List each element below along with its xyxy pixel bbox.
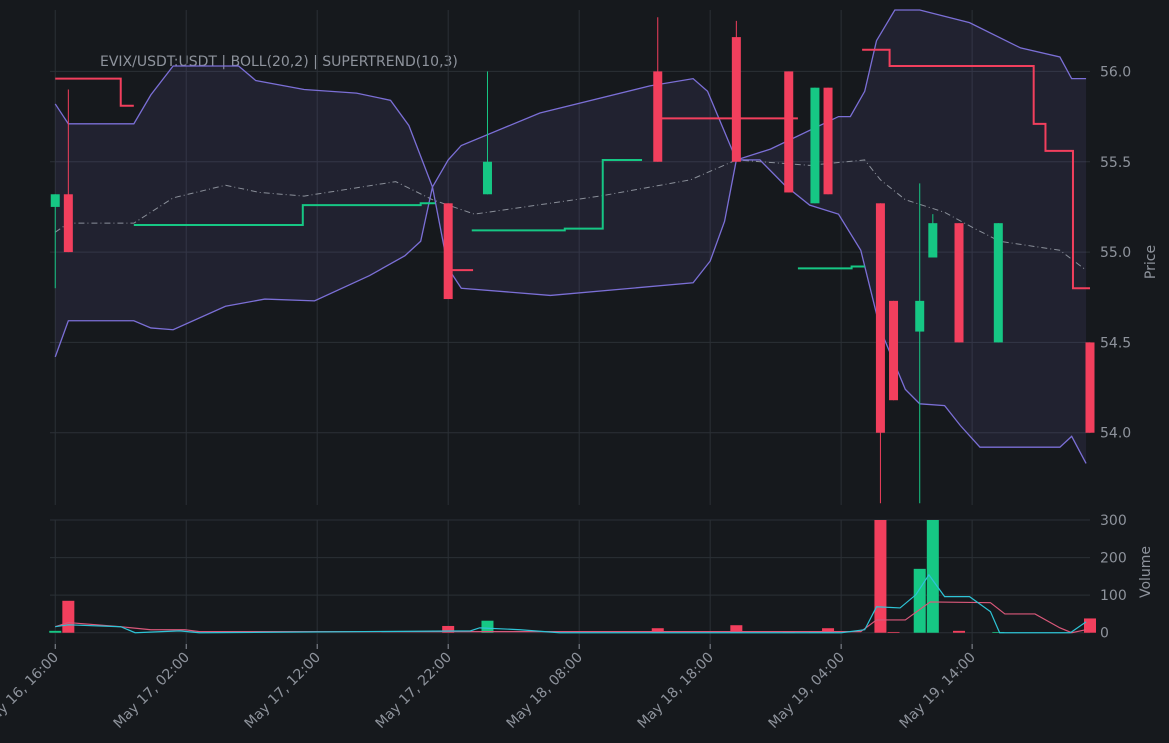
candle-body [731,37,741,162]
candle-body [889,300,899,401]
overlay-line [54,9,1087,189]
candle-body [875,203,885,433]
candle-body [443,203,453,300]
volume-bar [822,628,835,633]
y-tick-label: 0 [1100,626,1109,642]
price-axis-label: Price [1143,245,1159,279]
candle-body [482,161,492,195]
candle-body [50,194,60,207]
candle-body [928,223,938,258]
candle-body [810,87,820,204]
y-tick-label: 200 [1100,551,1127,567]
y-tick-label: 300 [1100,513,1127,529]
y-tick-label: 100 [1100,588,1127,604]
volume-bar [442,625,455,633]
candle-body [954,223,964,343]
candle-body [63,194,73,253]
volume-bar [49,630,62,633]
volume-bar [651,628,664,633]
chart-title: EVIX/USDT:USDT | BOLL(20,2) | SUPERTREND… [100,54,458,70]
candle-body [784,71,794,193]
y-tick-label: 56.0 [1100,64,1131,80]
candle-body [823,87,833,195]
y-tick-label: 54.5 [1100,335,1131,351]
volume-bar [62,600,75,633]
overlay-line [54,159,1087,464]
overlay-line [55,601,1087,634]
candle-body [1085,342,1095,433]
candle-body [993,223,1003,343]
volume-bar [913,568,926,633]
volume-bar [887,631,900,633]
overlay-line [55,48,1090,290]
overlay-line [55,573,1087,634]
volume-bar [953,630,966,633]
volume-bar [992,631,1005,633]
volume-bar [481,620,494,633]
candle-body [915,300,925,332]
volume-bar [1084,618,1096,633]
y-tick-label: 54.0 [1100,426,1131,442]
y-tick-label: 55.0 [1100,245,1131,261]
overlay-line [133,158,865,270]
volume-bar [730,625,743,633]
volume-bar [926,520,939,633]
volume-axis-label: Volume [1138,546,1154,598]
candle-body [653,71,663,162]
volume-bar [874,520,887,633]
y-tick-label: 55.5 [1100,155,1131,171]
overlay-line [54,159,1087,271]
